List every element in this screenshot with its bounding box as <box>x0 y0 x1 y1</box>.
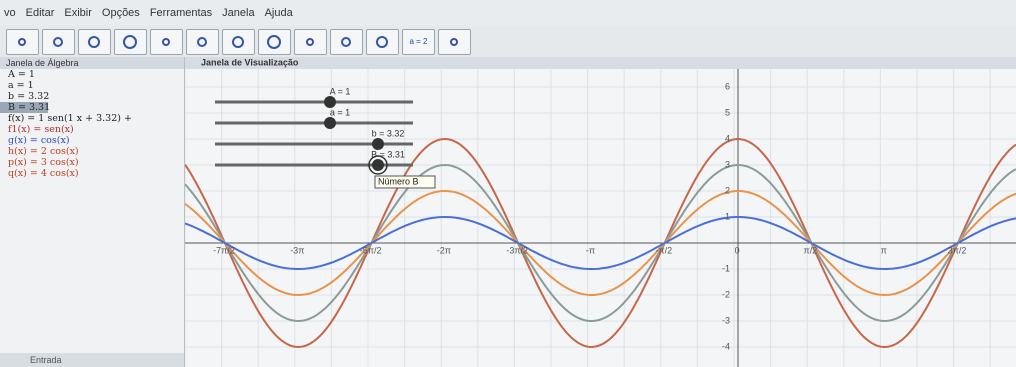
x-axis-label: -2π <box>437 245 451 255</box>
tool-button[interactable] <box>186 29 219 55</box>
algebra-entry[interactable]: f(x) = 1 sen(1 x + 3.32) + <box>0 113 184 124</box>
x-axis-label: π <box>881 245 887 255</box>
y-axis-label: -1 <box>722 263 730 273</box>
y-axis-label: 1 <box>725 211 730 221</box>
tool-button[interactable] <box>78 29 111 55</box>
algebra-entry[interactable]: A = 1 <box>0 69 184 80</box>
algebra-entry[interactable]: h(x) = 2 cos(x) <box>0 146 184 157</box>
algebra-title: Janela de Álgebra <box>0 57 184 69</box>
y-axis-label: -4 <box>722 341 730 351</box>
menu-item[interactable]: vo <box>4 7 16 19</box>
menu-item[interactable]: Ajuda <box>265 7 293 19</box>
y-axis-label: 5 <box>725 107 730 117</box>
x-axis-label: -7π/2 <box>213 245 235 255</box>
slider-knob[interactable] <box>324 96 336 108</box>
graphics-header <box>185 57 1016 69</box>
slider-knob[interactable] <box>324 117 336 129</box>
tool-button[interactable] <box>114 29 147 55</box>
slider-knob[interactable] <box>372 159 384 171</box>
algebra-entry[interactable]: b = 3.32 <box>0 91 184 102</box>
algebra-entry[interactable]: f1(x) = sen(x) <box>0 124 184 135</box>
menu-item[interactable]: Editar <box>26 7 55 19</box>
algebra-entry[interactable]: q(x) = 4 cos(x) <box>0 168 184 179</box>
x-axis-label: π/2 <box>804 245 818 255</box>
tool-button[interactable] <box>330 29 363 55</box>
x-axis-label: 0 <box>735 245 740 255</box>
tool-button[interactable] <box>294 29 327 55</box>
tool-button[interactable] <box>6 29 39 55</box>
y-axis-label: 2 <box>725 185 730 195</box>
y-axis-label: 6 <box>725 81 730 91</box>
slider-knob[interactable] <box>372 138 384 150</box>
tool-button[interactable] <box>222 29 255 55</box>
menu-bar: vo Editar Exibir Opções Ferramentas Janela Aju… <box>0 0 1016 26</box>
tool-button[interactable] <box>366 29 399 55</box>
graphics-view: Janela de Visualização A = 1 a = 1 b = 3.3… <box>185 57 1016 367</box>
tooltip: Número B <box>378 176 419 186</box>
menu-item[interactable]: Ferramentas <box>150 7 212 19</box>
input-bar[interactable]: Entrada <box>0 353 184 367</box>
x-axis-label: -π/2 <box>655 245 672 255</box>
slider-label: b = 3.32 <box>372 128 405 138</box>
slider-label: A = 1 <box>330 86 351 96</box>
menu-item[interactable]: Janela <box>222 7 254 19</box>
y-axis-label: -2 <box>722 289 730 299</box>
graphics-title: Janela de Visualização <box>201 57 299 67</box>
toolbar: a = 2 <box>0 26 1016 57</box>
tool-button[interactable]: a = 2 <box>402 29 435 55</box>
slider-label: a = 1 <box>330 107 350 117</box>
algebra-entry[interactable]: g(x) = cos(x) <box>0 135 184 146</box>
y-axis-label: -3 <box>722 315 730 325</box>
tool-button[interactable] <box>258 29 291 55</box>
x-axis-label: -3π <box>290 245 304 255</box>
y-axis-label: 3 <box>725 159 730 169</box>
x-axis-label: -π <box>586 245 595 255</box>
y-axis-label: 4 <box>725 133 730 143</box>
screen: vo Editar Exibir Opções Ferramentas Janela Aju… <box>0 0 1016 367</box>
tool-button[interactable] <box>438 29 471 55</box>
algebra-entry[interactable]: a = 1 <box>0 80 184 91</box>
menu-item[interactable]: Opções <box>102 7 140 19</box>
x-axis-label: -5π/2 <box>360 245 382 255</box>
slider-label: B = 3.31 <box>371 149 405 159</box>
algebra-entry[interactable]: B = 3.31 <box>0 102 48 113</box>
x-axis-label: -3π/2 <box>506 245 528 255</box>
x-axis-label: 3π/2 <box>948 245 967 255</box>
menu-item[interactable]: Exibir <box>64 7 92 19</box>
tool-button[interactable] <box>42 29 75 55</box>
tool-button[interactable] <box>150 29 183 55</box>
algebra-entry[interactable]: p(x) = 3 cos(x) <box>0 157 184 168</box>
